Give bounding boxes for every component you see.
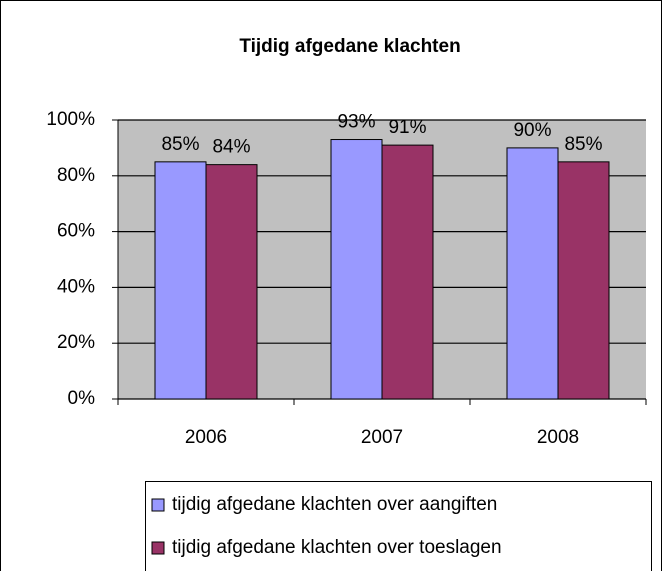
value-label: 84% — [212, 137, 250, 158]
legend-swatch — [151, 498, 165, 512]
value-label: 90% — [513, 120, 551, 141]
value-label: 93% — [337, 112, 375, 133]
legend-label: tijdig afgedane klachten over aangiften — [172, 494, 497, 515]
legend-swatch — [151, 541, 165, 555]
y-tick-label: 80% — [57, 165, 95, 186]
y-tick-label: 20% — [57, 332, 95, 353]
x-tick-label: 2008 — [537, 427, 579, 448]
legend-label: tijdig afgedane klachten over toeslagen — [172, 537, 502, 558]
y-tick-label: 40% — [57, 276, 95, 297]
legend-box — [145, 481, 652, 571]
y-tick-label: 0% — [68, 388, 96, 409]
bar — [205, 164, 258, 400]
bar — [557, 161, 610, 400]
value-label: 85% — [161, 134, 199, 155]
y-tick-label: 60% — [57, 221, 95, 242]
x-tick-label: 2006 — [185, 427, 227, 448]
value-label: 91% — [388, 117, 426, 138]
bar — [154, 161, 207, 400]
value-label: 85% — [564, 134, 602, 155]
y-tick-label: 100% — [46, 109, 95, 130]
chart-title: Tijdig afgedane klachten — [239, 36, 460, 57]
bar — [381, 144, 434, 400]
bar — [330, 139, 383, 400]
x-tick-label: 2007 — [361, 427, 403, 448]
bar — [506, 147, 559, 400]
